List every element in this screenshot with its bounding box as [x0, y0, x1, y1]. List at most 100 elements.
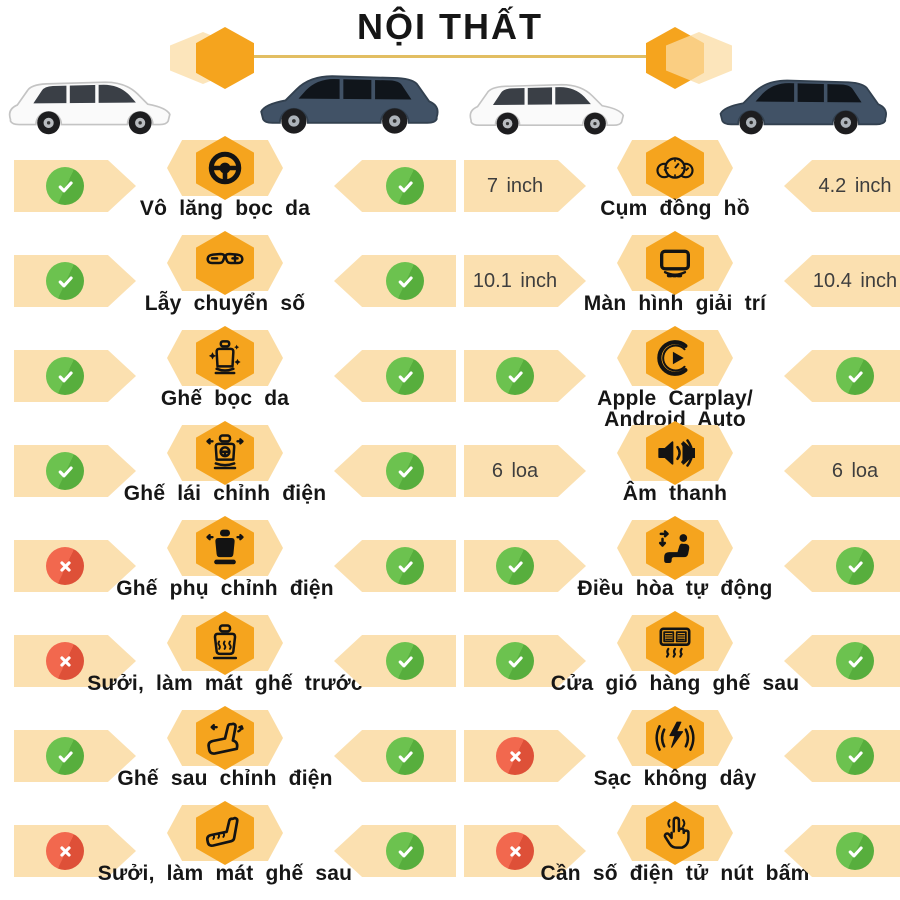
value-text: 10.4 inch — [812, 269, 898, 292]
left-value-banner — [464, 730, 586, 782]
cross-icon — [496, 832, 534, 870]
feature-cell: Lẫy chuyển số — [0, 231, 456, 326]
check-icon — [386, 357, 424, 395]
value-text: 4.2 inch — [818, 174, 892, 197]
cross-icon — [46, 642, 84, 680]
car-white-right-column-image — [463, 75, 633, 138]
feature-cell: Ghế sau chỉnh điện — [0, 706, 456, 801]
right-value-banner — [334, 825, 456, 877]
value-text: 6 loa — [831, 459, 879, 482]
right-value-banner: 6 loa — [784, 445, 900, 497]
right-value-banner — [784, 540, 900, 592]
check-icon — [386, 832, 424, 870]
feature-cell: 10.1 inch Màn hình giải trí 10.4 inch — [450, 231, 900, 326]
car-white-left-column-image — [2, 72, 180, 138]
feature-label: Cần số điện tử nút bấm — [540, 862, 810, 885]
feature-label: Ghế phụ chỉnh điện — [116, 577, 334, 600]
feature-label: Cụm đồng hồ — [600, 197, 750, 220]
check-icon — [836, 737, 874, 775]
left-value-banner — [14, 160, 136, 212]
feature-label: Ghế lái chỉnh điện — [123, 482, 327, 505]
left-value-banner — [14, 635, 136, 687]
check-icon — [46, 262, 84, 300]
check-icon — [836, 642, 874, 680]
feature-cell: Ghế bọc da — [0, 326, 456, 421]
feature-cell: 7 inch Cụm đồng hồ 4.2 inch — [450, 136, 900, 231]
title-underline — [247, 55, 653, 58]
left-value-banner — [14, 350, 136, 402]
feature-cell: Cần số điện tử nút bấm — [450, 801, 900, 896]
check-icon — [386, 262, 424, 300]
check-icon — [496, 547, 534, 585]
check-icon — [386, 452, 424, 490]
feature-label: Màn hình giải trí — [583, 292, 767, 315]
left-value-banner — [464, 825, 586, 877]
right-value-banner — [334, 160, 456, 212]
feature-cell: Sạc không dây — [450, 706, 900, 801]
feature-label: Điều hòa tự động — [577, 577, 773, 600]
right-value-banner — [334, 730, 456, 782]
right-value-banner — [784, 635, 900, 687]
value-text: 10.1 inch — [472, 269, 558, 292]
cross-icon — [46, 832, 84, 870]
check-icon — [46, 357, 84, 395]
left-value-banner — [464, 540, 586, 592]
feature-cell: Cửa gió hàng ghế sau — [450, 611, 900, 706]
car-blue-left-column-image — [250, 65, 446, 138]
feature-cell: Sưởi, làm mát ghế sau — [0, 801, 456, 896]
left-value-banner: 7 inch — [464, 160, 586, 212]
features-grid: Vô lăng bọc da 7 inch Cụm đồng hồ 4.2 inch L… — [0, 136, 900, 896]
feature-cell: Ghế phụ chỉnh điện — [0, 516, 456, 611]
feature-cell: 6 loa Âm thanh 6 loa — [450, 421, 900, 516]
left-value-banner — [14, 255, 136, 307]
feature-cell: Sưởi, làm mát ghế trước — [0, 611, 456, 706]
right-value-banner — [784, 730, 900, 782]
right-value-banner: 4.2 inch — [784, 160, 900, 212]
left-value-banner — [14, 445, 136, 497]
car-blue-right-column-image — [710, 70, 894, 138]
right-value-banner — [334, 255, 456, 307]
page-title: NỘI THẤT — [357, 6, 543, 47]
left-value-banner — [464, 350, 586, 402]
left-value-banner — [14, 730, 136, 782]
left-value-banner: 6 loa — [464, 445, 586, 497]
feature-label: Âm thanh — [622, 482, 728, 505]
check-icon — [46, 452, 84, 490]
check-icon — [496, 357, 534, 395]
cross-icon — [496, 737, 534, 775]
check-icon — [46, 737, 84, 775]
right-value-banner — [334, 445, 456, 497]
right-value-banner — [334, 635, 456, 687]
check-icon — [386, 167, 424, 205]
feature-label: Cửa gió hàng ghế sau — [550, 672, 800, 695]
cross-icon — [46, 547, 84, 585]
feature-label: Sạc không dây — [593, 767, 757, 790]
value-text: 6 loa — [491, 459, 539, 482]
right-value-banner — [334, 540, 456, 592]
car-images-strip — [0, 66, 900, 138]
value-text: 7 inch — [486, 174, 544, 197]
left-value-banner — [14, 825, 136, 877]
right-value-banner — [784, 350, 900, 402]
feature-label: Ghế sau chỉnh điện — [117, 767, 333, 790]
right-value-banner — [784, 825, 900, 877]
right-value-banner: 10.4 inch — [784, 255, 900, 307]
feature-label: Lẫy chuyển số — [144, 292, 306, 315]
check-icon — [386, 642, 424, 680]
left-value-banner: 10.1 inch — [464, 255, 586, 307]
check-icon — [386, 737, 424, 775]
feature-label: Sưởi, làm mát ghế trước — [87, 672, 363, 695]
check-icon — [836, 357, 874, 395]
check-icon — [836, 547, 874, 585]
check-icon — [386, 547, 424, 585]
feature-cell: Điều hòa tự động — [450, 516, 900, 611]
check-icon — [496, 642, 534, 680]
feature-label: Sưởi, làm mát ghế sau — [97, 862, 353, 885]
feature-cell: Vô lăng bọc da — [0, 136, 456, 231]
left-value-banner — [14, 540, 136, 592]
check-icon — [836, 832, 874, 870]
feature-label: Vô lăng bọc da — [139, 197, 311, 220]
left-value-banner — [464, 635, 586, 687]
feature-cell: Ghế lái chỉnh điện — [0, 421, 456, 516]
check-icon — [46, 167, 84, 205]
